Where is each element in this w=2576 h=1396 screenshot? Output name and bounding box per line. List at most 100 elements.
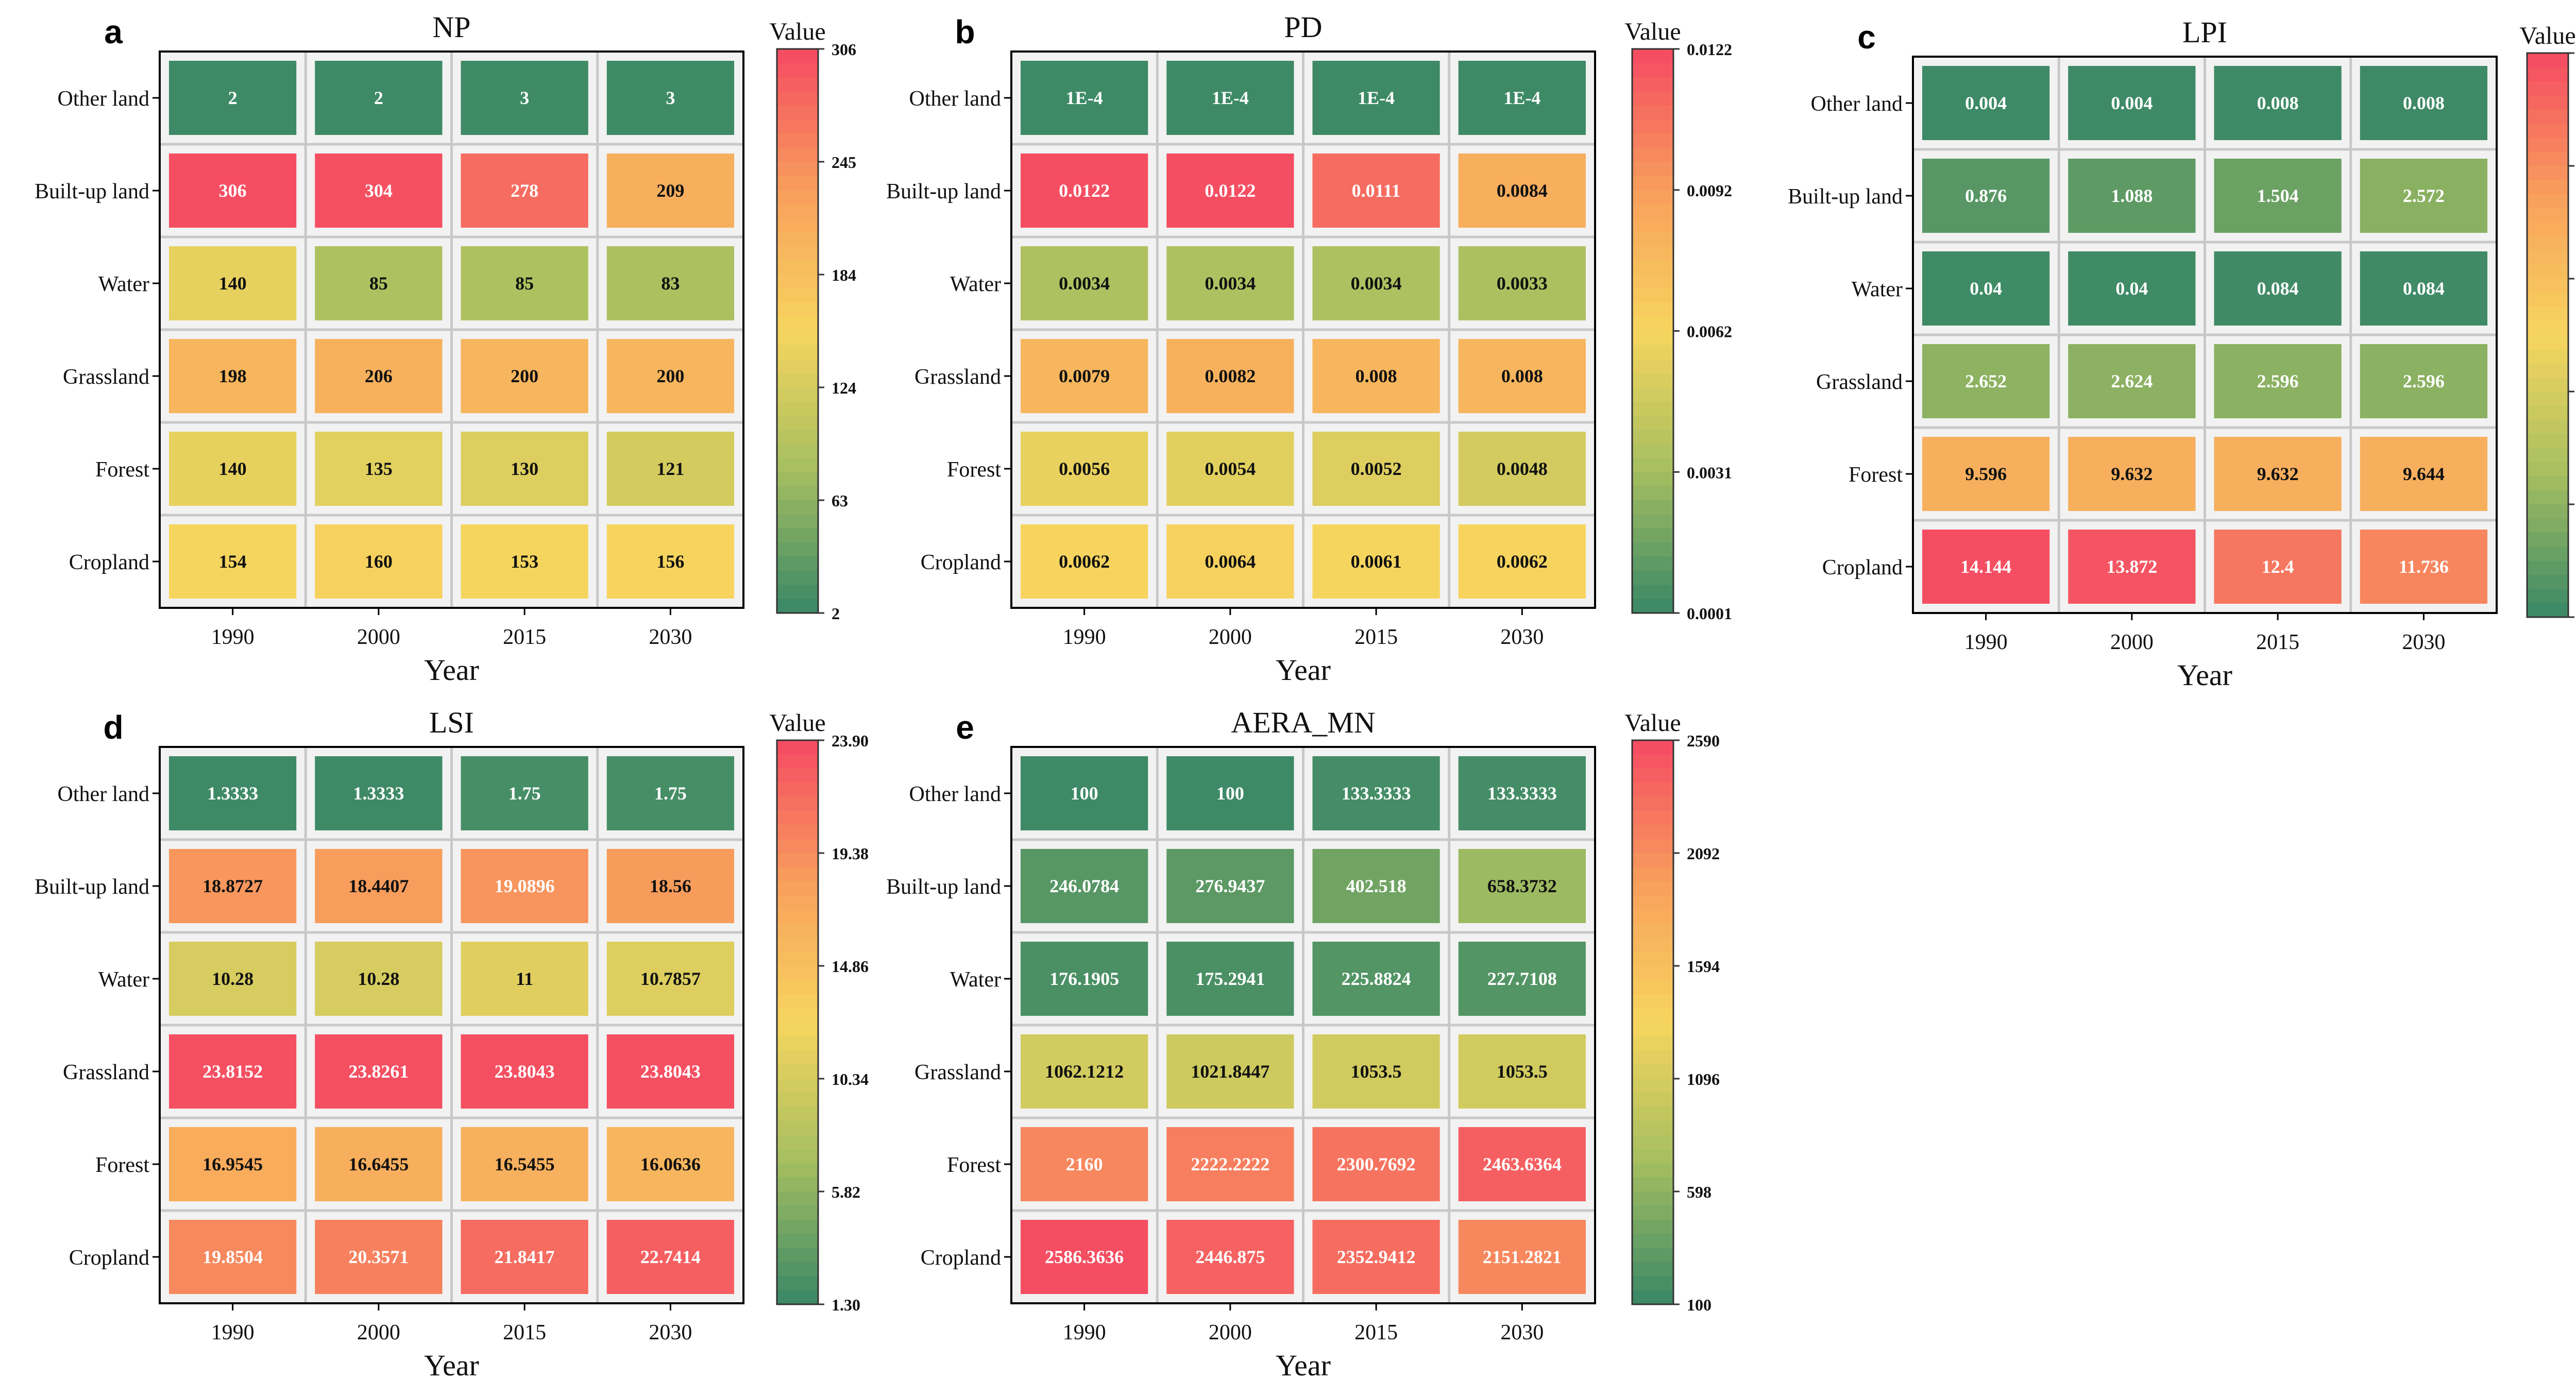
cell-value-label: 276.9437 [1195, 876, 1265, 896]
y-tick-label: Built-up land [886, 875, 1001, 899]
heatmap-cell [1312, 339, 1440, 413]
heatmap-cell [1312, 1127, 1440, 1201]
heatmap-panel-c: 0.004 0.004 0.008 0.008 0.876 1.088 1.504 2.572… [1788, 15, 2575, 692]
colorbar-segment [1632, 1177, 1673, 1192]
heatmap-cell [315, 1127, 443, 1201]
plot-frame [1010, 746, 1596, 1304]
cell-value-label: 306 [219, 180, 247, 201]
cell-value-label: 1E-4 [1358, 88, 1395, 108]
heatmap-cell [1166, 246, 1294, 320]
colorbar-segment [777, 162, 818, 177]
colorbar-segment [777, 909, 818, 924]
heatmap-cell [169, 756, 297, 830]
panel-letter: d [103, 709, 123, 746]
colorbar-segment [1632, 768, 1673, 784]
colorbar-segment [2527, 95, 2568, 110]
colorbar-segment [777, 147, 818, 162]
x-axis-label: Year [424, 1349, 479, 1382]
cell-value-label: 1021.8447 [1191, 1061, 1269, 1082]
colorbar-segment [1632, 528, 1673, 543]
colorbar-segment [777, 1022, 818, 1037]
heatmap-cell [1458, 61, 1586, 135]
heatmap-cell [1166, 942, 1294, 1016]
colorbar-segment [2527, 335, 2568, 350]
cell-value-label: 2586.3636 [1045, 1247, 1124, 1267]
colorbar-segment [1632, 570, 1673, 586]
colorbar-segment [1632, 288, 1673, 303]
heatmap-cell [2360, 251, 2487, 326]
cell-value-label: 130 [511, 458, 538, 479]
colorbar-segment [777, 387, 818, 402]
cell-value-label: 0.0064 [1205, 551, 1256, 572]
cell-value-label: 23.8043 [495, 1061, 555, 1082]
colorbar-segment [1632, 782, 1673, 797]
heatmap-cell [1021, 756, 1148, 830]
panel-letter: a [104, 13, 123, 50]
colorbar-tick-label: 1096 [1687, 1070, 1720, 1088]
heatmap-cell [315, 849, 443, 923]
heatmap-cell [461, 154, 588, 228]
colorbar-segment [777, 133, 818, 148]
colorbar-segment [2527, 363, 2568, 378]
heatmap-cell [1166, 524, 1294, 599]
cell-value-label: 154 [219, 551, 247, 572]
colorbar-tick-label: 14.86 [832, 957, 869, 976]
colorbar-segment [2527, 574, 2568, 590]
x-tick-label: 2015 [1354, 625, 1398, 649]
cell-value-label: 16.0636 [640, 1154, 701, 1174]
cell-value-label: 1.3333 [207, 783, 258, 804]
colorbar-frame [776, 48, 819, 614]
cell-value-label: 23.8152 [202, 1061, 263, 1082]
heatmap-cell [606, 942, 734, 1016]
colorbar-segment [777, 1205, 818, 1220]
x-tick-label: 2030 [2402, 631, 2445, 654]
cell-value-label: 23.8261 [348, 1061, 409, 1082]
colorbar-segment [2527, 377, 2568, 392]
y-tick-label: Other land [1811, 92, 1903, 116]
heatmap-cell [169, 1127, 297, 1201]
y-tick-label: Built-up land [1788, 185, 1903, 209]
heatmap-cell [315, 246, 443, 320]
panel-title: NP [432, 10, 470, 44]
cell-value-label: 0.0122 [1205, 180, 1256, 201]
colorbar-segment [1632, 951, 1673, 966]
cell-value-label: 1.3333 [353, 783, 404, 804]
colorbar-segment [1632, 246, 1673, 261]
colorbar-segment [777, 514, 818, 529]
heatmap-panel-d: 1.3333 1.3333 1.75 1.75 18.8727 18.4407 19.089… [35, 706, 869, 1382]
panel-title: LPI [2182, 15, 2227, 49]
colorbar-segment [2527, 490, 2568, 505]
colorbar-segment [1632, 472, 1673, 487]
heatmap-cell [1922, 437, 2050, 511]
heatmap-cell [169, 339, 297, 413]
colorbar-tick-label: 0.0092 [1687, 181, 1732, 200]
colorbar-segment [1632, 387, 1673, 402]
colorbar-tick-label: 63 [832, 491, 848, 510]
heatmap-cell [1458, 942, 1586, 1016]
cell-value-label: 1E-4 [1503, 88, 1540, 108]
cell-value-label: 209 [656, 180, 684, 201]
panel-letter: c [1857, 19, 1876, 56]
colorbar-segment [777, 288, 818, 303]
colorbar-segment [777, 317, 818, 332]
heatmap-cell [315, 154, 443, 228]
colorbar-segment [1632, 1022, 1673, 1037]
y-tick-label: Grassland [63, 1061, 149, 1084]
heatmap-cell [461, 1220, 588, 1294]
cell-value-label: 3 [666, 88, 675, 108]
heatmap-cell [315, 339, 443, 413]
colorbar-segment [1632, 401, 1673, 416]
heatmap-cell [1021, 1127, 1148, 1201]
heatmap-cell [461, 246, 588, 320]
colorbar-segment [777, 1064, 818, 1079]
colorbar-segment [1632, 1079, 1673, 1094]
colorbar-frame [1631, 739, 1674, 1305]
colorbar-segment [1632, 1191, 1673, 1206]
x-tick-label: 2030 [1500, 1321, 1544, 1344]
colorbar-segment [2527, 476, 2568, 491]
cell-value-label: 9.632 [2111, 464, 2153, 484]
heatmap-cell [2068, 530, 2196, 604]
heatmap-panel-a: 2 2 3 3 306 304 278 209 140 85 85 83 198 206 200 200 140… [35, 10, 856, 687]
colorbar-segment [2527, 434, 2568, 449]
heatmap-cell [169, 1220, 297, 1294]
